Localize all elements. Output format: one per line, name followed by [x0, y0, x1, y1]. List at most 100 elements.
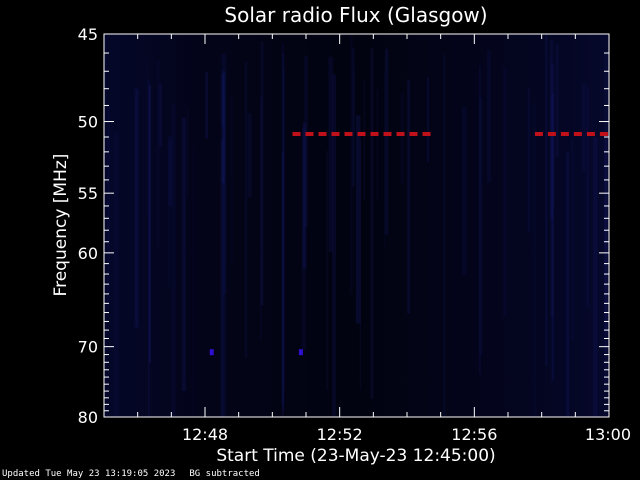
streak — [363, 80, 365, 201]
y-axis-label: Frequency [MHz] — [51, 154, 71, 297]
streak — [282, 53, 285, 411]
streak — [385, 48, 389, 235]
streak — [328, 56, 334, 253]
streak — [566, 152, 570, 418]
y-tick-label: 55 — [78, 184, 98, 203]
x-tick-label: 12:56 — [451, 425, 497, 444]
band-segment — [409, 132, 418, 136]
streak — [351, 47, 355, 187]
streak — [145, 56, 148, 215]
streak — [426, 77, 429, 162]
streak — [220, 54, 225, 127]
streak — [159, 83, 162, 147]
band-segment — [305, 132, 314, 136]
streak — [281, 43, 284, 403]
dashed-band — [292, 132, 431, 136]
y-tick-label: 45 — [78, 25, 98, 44]
streak — [134, 88, 139, 328]
band-segment — [318, 132, 327, 136]
dashed-band — [534, 132, 608, 136]
streak — [479, 66, 481, 375]
chart-title: Solar radio Flux (Glasgow) — [224, 3, 487, 27]
streak — [604, 52, 608, 332]
streak — [114, 133, 118, 417]
x-tick-label: 12:52 — [317, 425, 363, 444]
y-tick-label: 50 — [78, 113, 98, 132]
streak — [260, 41, 264, 306]
band-segment — [586, 132, 595, 136]
streak — [168, 136, 173, 206]
streak — [407, 79, 410, 314]
streak — [260, 96, 262, 341]
streak — [350, 34, 353, 295]
streak — [400, 93, 404, 184]
streak — [326, 150, 328, 390]
streak — [247, 112, 252, 198]
streak — [376, 89, 379, 201]
streak — [503, 67, 507, 317]
streak — [462, 107, 467, 275]
streak — [581, 83, 586, 172]
streak — [549, 40, 554, 220]
x-tick-label: 12:48 — [182, 425, 228, 444]
signal-dot — [298, 349, 303, 356]
streak — [487, 50, 491, 183]
streak — [593, 137, 598, 417]
streak — [149, 83, 151, 364]
streak — [193, 146, 195, 417]
plot-background — [104, 34, 609, 417]
streak — [551, 93, 555, 381]
streak — [156, 60, 160, 247]
streak — [301, 127, 306, 351]
streak — [532, 102, 537, 418]
streak — [221, 70, 226, 417]
streak — [355, 115, 361, 324]
streak — [303, 55, 308, 227]
band-segment — [547, 132, 556, 136]
streak — [281, 151, 285, 418]
streak — [167, 141, 172, 287]
streak — [359, 139, 361, 390]
y-tick-label: 70 — [78, 338, 98, 357]
streak — [230, 95, 234, 262]
streak — [586, 86, 589, 307]
streak — [370, 48, 374, 399]
streak — [302, 122, 307, 269]
streak — [332, 74, 336, 417]
band-segment — [370, 132, 379, 136]
plot-texture — [107, 34, 608, 418]
streak — [187, 108, 189, 197]
streak — [220, 140, 224, 417]
streak — [479, 97, 483, 355]
band-segment — [573, 132, 582, 136]
streak — [353, 67, 355, 286]
streak — [222, 53, 227, 294]
streak — [205, 71, 209, 139]
streak — [555, 44, 559, 157]
streak — [148, 79, 150, 418]
x-axis-label: Start Time (23-May-23 12:45:00) — [216, 446, 495, 466]
band-segment — [383, 132, 392, 136]
streak — [545, 34, 548, 367]
streak — [527, 86, 531, 232]
band-segment — [560, 132, 569, 136]
band-segment — [344, 132, 353, 136]
streak — [384, 72, 386, 249]
streak — [244, 61, 248, 359]
footer-note: BG subtracted — [189, 469, 260, 479]
band-segment — [396, 132, 405, 136]
streak — [570, 137, 574, 341]
band-segment — [534, 132, 543, 136]
streak — [283, 69, 286, 385]
streak — [550, 62, 554, 318]
band-segment — [357, 132, 366, 136]
streak — [182, 117, 186, 391]
y-tick-label: 80 — [78, 408, 98, 427]
plot-frame — [103, 33, 610, 418]
band-segment — [422, 132, 431, 136]
y-tick-label: 60 — [78, 244, 98, 263]
streak — [171, 104, 176, 417]
band-segment — [331, 132, 340, 136]
footer: Updated Tue May 23 13:19:05 2023 BG subtr… — [2, 469, 274, 479]
x-tick-label: 13:00 — [585, 425, 631, 444]
